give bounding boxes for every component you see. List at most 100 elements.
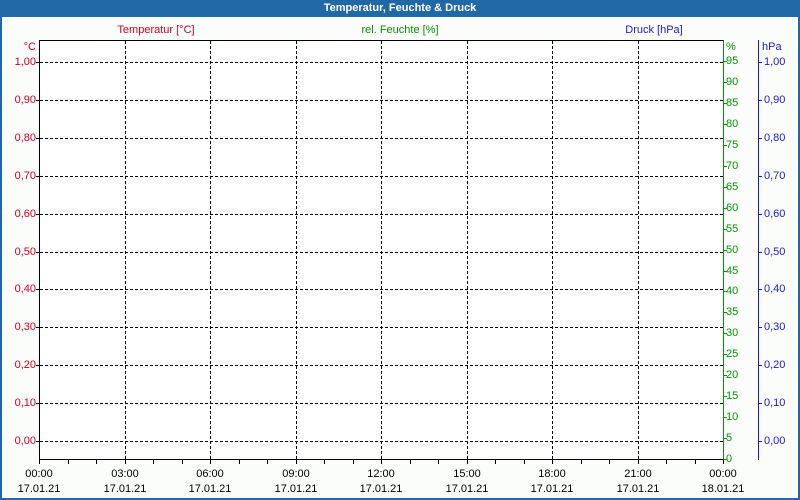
humidity-axis-tick [724, 291, 727, 292]
humidity-axis-title: rel. Feuchte [%] [361, 24, 439, 36]
x-axis-hour-tick [552, 460, 553, 464]
v-gridline [381, 41, 382, 459]
temperature-axis-tick [36, 327, 39, 328]
humidity-tick-label: 15 [726, 390, 739, 402]
x-axis-date-label: 17.01.21 [359, 483, 403, 495]
temperature-tick-label: 0,80 [14, 132, 36, 144]
pressure-tick-label: 0,90 [764, 94, 786, 106]
x-axis-hour-tick [182, 460, 183, 464]
temperature-axis-title: Temperatur [°C] [117, 24, 195, 36]
x-axis-hour-tick [239, 460, 240, 464]
temperature-axis-tick [36, 138, 39, 139]
humidity-axis-tick [724, 354, 727, 355]
x-axis-hour-tick [695, 460, 696, 464]
x-axis-hour-tick [467, 460, 468, 464]
humidity-tick-label: 65 [726, 181, 739, 193]
humidity-axis-tick [724, 250, 727, 251]
humidity-tick-label: 60 [726, 202, 739, 214]
x-axis-hour-tick [524, 460, 525, 464]
humidity-tick-label: 50 [726, 244, 739, 256]
x-axis-time-label: 06:00 [196, 468, 224, 480]
humidity-unit-label: % [726, 41, 736, 53]
pressure-axis-tick [759, 176, 762, 177]
temperature-tick-label: 0,60 [14, 208, 36, 220]
x-axis-time-label: 03:00 [111, 468, 139, 480]
pressure-unit-label: hPa [762, 41, 782, 53]
x-axis-hour-tick [581, 460, 582, 464]
pressure-axis-line [758, 40, 759, 460]
temperature-axis-tick [36, 62, 39, 63]
humidity-tick-label: 30 [726, 327, 739, 339]
humidity-axis-tick [724, 375, 727, 376]
x-axis-hour-tick [68, 460, 69, 464]
pressure-tick-label: 0,80 [764, 132, 786, 144]
x-axis-hour-tick [153, 460, 154, 464]
x-axis-date-label: 17.01.21 [530, 483, 574, 495]
v-gridline [210, 41, 211, 459]
humidity-axis-tick [724, 208, 727, 209]
humidity-tick-label: 80 [726, 118, 739, 130]
humidity-axis-tick [724, 82, 727, 83]
pressure-axis-tick [759, 289, 762, 290]
x-axis-date-label: 18.01.21 [701, 483, 745, 495]
x-axis-hour-tick [638, 460, 639, 464]
x-axis-time-label: 12:00 [367, 468, 395, 480]
humidity-tick-label: 90 [726, 76, 739, 88]
x-axis-time-label: 09:00 [282, 468, 310, 480]
v-gridline [125, 41, 126, 459]
humidity-axis-tick [724, 166, 727, 167]
window-title: Temperatur, Feuchte & Druck [0, 0, 800, 17]
humidity-tick-label: 25 [726, 348, 739, 360]
pressure-tick-label: 0,60 [764, 208, 786, 220]
temperature-tick-label: 1,00 [14, 56, 36, 68]
x-axis-date-label: 17.01.21 [103, 483, 147, 495]
x-axis-date-label: 17.01.21 [188, 483, 232, 495]
pressure-tick-label: 0,20 [764, 359, 786, 371]
temperature-tick-label: 0,20 [14, 359, 36, 371]
humidity-tick-label: 75 [726, 139, 739, 151]
humidity-tick-label: 95 [726, 55, 739, 67]
humidity-tick-label: 40 [726, 285, 739, 297]
humidity-axis-tick [724, 459, 727, 460]
humidity-axis-tick [724, 229, 727, 230]
temperature-tick-label: 0,40 [14, 283, 36, 295]
pressure-tick-label: 0,30 [764, 321, 786, 333]
x-axis-hour-tick [96, 460, 97, 464]
x-axis-hour-tick [410, 460, 411, 464]
x-axis-date-label: 17.01.21 [616, 483, 660, 495]
x-axis-time-label: 00:00 [25, 468, 53, 480]
temperature-axis-tick [36, 441, 39, 442]
pressure-tick-label: 0,10 [764, 397, 786, 409]
x-axis-time-label: 15:00 [453, 468, 481, 480]
temperature-unit-label: °C [23, 41, 36, 53]
temperature-axis-tick [36, 100, 39, 101]
temperature-tick-label: 0,90 [14, 94, 36, 106]
temperature-axis-tick [36, 214, 39, 215]
x-axis-hour-tick [353, 460, 354, 464]
temperature-tick-label: 0,50 [14, 246, 36, 258]
pressure-axis-tick [759, 214, 762, 215]
humidity-axis-tick [724, 187, 727, 188]
x-axis-hour-tick [666, 460, 667, 464]
humidity-tick-label: 0 [726, 453, 733, 465]
temperature-tick-label: 0,70 [14, 170, 36, 182]
pressure-axis-tick [759, 403, 762, 404]
temperature-axis-tick [36, 365, 39, 366]
humidity-axis-tick [724, 103, 727, 104]
x-axis-hour-tick [438, 460, 439, 464]
humidity-axis-tick [724, 271, 727, 272]
pressure-axis-tick [759, 62, 762, 63]
pressure-axis-tick [759, 365, 762, 366]
pressure-axis-tick [759, 252, 762, 253]
pressure-axis-tick [759, 327, 762, 328]
x-axis-time-label: 18:00 [538, 468, 566, 480]
plot-area [39, 40, 724, 460]
x-axis-date-label: 17.01.21 [17, 483, 61, 495]
v-gridline [552, 41, 553, 459]
pressure-axis-tick [759, 138, 762, 139]
v-gridline [638, 41, 639, 459]
temperature-tick-label: 0,00 [14, 435, 36, 447]
pressure-axis-tick [759, 441, 762, 442]
x-axis-date-label: 17.01.21 [274, 483, 318, 495]
